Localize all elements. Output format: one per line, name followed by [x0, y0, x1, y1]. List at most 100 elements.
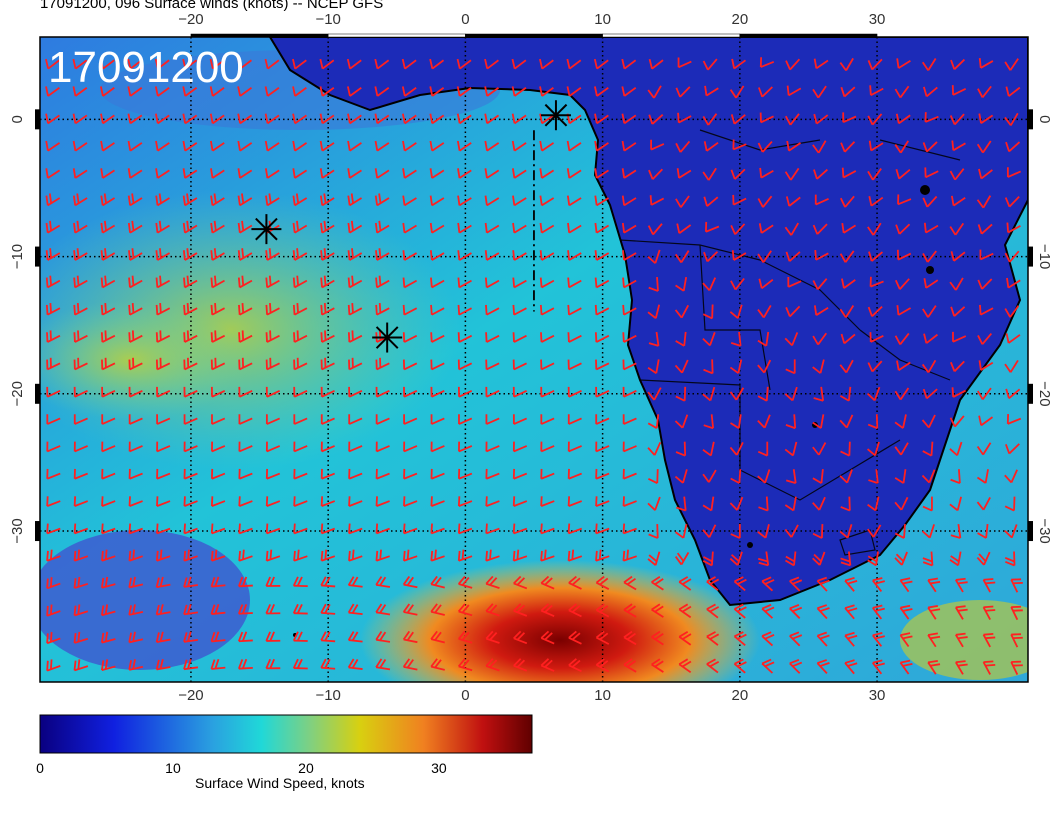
wind-barb: [977, 278, 993, 290]
wind-barb: [430, 441, 445, 453]
wind-barb: [293, 523, 308, 535]
wind-barb: [730, 469, 742, 484]
wind-barb: [841, 167, 857, 179]
wind-barb: [457, 630, 473, 644]
wind-barb: [922, 305, 937, 318]
wind-barb: [839, 359, 854, 374]
wind-barb: [457, 468, 473, 480]
wind-barb: [540, 658, 555, 672]
wind-barb: [539, 304, 555, 316]
wind-barb: [348, 414, 363, 425]
wind-barb: [899, 604, 913, 620]
wind-barb: [1006, 414, 1022, 425]
wind-barb: [265, 441, 281, 453]
wind-barb: [1010, 660, 1023, 675]
wind-barb: [977, 523, 989, 539]
wind-barb: [678, 658, 692, 674]
wind-barb: [729, 85, 745, 99]
wind-barb: [923, 222, 939, 234]
wind-barb: [812, 278, 828, 290]
wind-barb: [485, 523, 500, 535]
wind-barb: [182, 220, 198, 234]
wind-barb: [894, 469, 907, 484]
wind-barb: [706, 631, 720, 646]
wind-barb: [293, 330, 308, 343]
wind-barb: [320, 302, 335, 316]
lat-tick-label-right: −30: [1036, 518, 1053, 543]
wind-barb: [622, 468, 637, 480]
wind-barb: [540, 630, 555, 645]
wind-barb: [921, 469, 936, 484]
wind-barb: [485, 441, 500, 453]
wind-barb: [484, 58, 499, 70]
colorbar-ticks: 0 10 20 30: [36, 760, 447, 776]
lon-tick-label-top: −10: [315, 11, 340, 28]
wind-barb: [72, 58, 88, 70]
wind-barb: [872, 659, 885, 675]
wind-barb: [183, 523, 198, 535]
wind-map: −20 −20 −10 −10 0 0 10 10 20 20 30 30 0 0 −10 −10 −20 −20…: [9, 11, 1053, 700]
wind-barb: [348, 496, 363, 507]
wind-barb: [210, 193, 225, 207]
wind-barb: [1004, 469, 1018, 484]
lat-tick-label-left: −30: [9, 518, 26, 543]
wind-barb: [73, 302, 88, 316]
wind-barb: [568, 575, 582, 590]
wind-barb: [594, 222, 610, 234]
wind-barb: [403, 523, 418, 535]
wind-barb: [265, 275, 280, 289]
wind-barb: [867, 524, 882, 538]
wind-barb: [154, 58, 170, 70]
wind-barb: [675, 441, 687, 457]
wind-barb: [430, 332, 445, 343]
wind-barb: [675, 276, 688, 292]
wind-barb: [623, 658, 637, 673]
wind-barb: [374, 140, 390, 152]
wind-barb: [320, 496, 336, 507]
wind-barb: [430, 575, 445, 589]
wind-barb: [703, 141, 719, 152]
wind-barb: [209, 86, 225, 97]
wind-barb: [101, 414, 116, 425]
wind-barb: [812, 469, 824, 484]
wind-barb: [1006, 277, 1021, 289]
wind-barb: [293, 468, 308, 480]
wind-barb: [402, 304, 418, 316]
wind-barb: [621, 140, 637, 152]
wind-barb: [100, 604, 116, 617]
wind-barb: [101, 523, 116, 535]
wind-barb: [785, 359, 796, 375]
wind-barb: [127, 86, 143, 97]
wind-barb: [895, 223, 911, 235]
wind-barb: [814, 249, 829, 261]
wind-barb: [702, 551, 714, 567]
wind-barb: [894, 523, 906, 539]
wind-barb: [127, 140, 143, 152]
colorbar-tick-label: 0: [36, 760, 44, 776]
wind-barb: [430, 603, 445, 616]
wind-barb: [128, 357, 143, 371]
wind-barb: [593, 58, 609, 70]
wind-barb: [1004, 524, 1018, 539]
wind-barb: [950, 195, 966, 207]
wind-barb: [402, 332, 418, 343]
wind-barb: [676, 223, 692, 234]
wind-barb: [704, 221, 720, 233]
wind-barb: [927, 632, 941, 648]
wind-barb: [976, 469, 989, 484]
wind-barb: [978, 58, 994, 69]
wind-barb: [512, 549, 528, 562]
wind-barb: [1010, 633, 1023, 648]
wind-barb: [978, 360, 994, 371]
wind-barb: [238, 576, 253, 588]
wind-barb: [702, 332, 716, 347]
wind-barb: [101, 386, 116, 398]
wind-barb: [430, 523, 445, 535]
wind-barb: [923, 333, 939, 344]
wind-barb: [128, 468, 143, 480]
wind-barb: [757, 331, 770, 347]
colorbar: 0 10 20 30: [36, 714, 533, 776]
wind-barb: [595, 658, 610, 673]
wind-barb: [894, 414, 907, 429]
wind-barb: [348, 549, 363, 562]
